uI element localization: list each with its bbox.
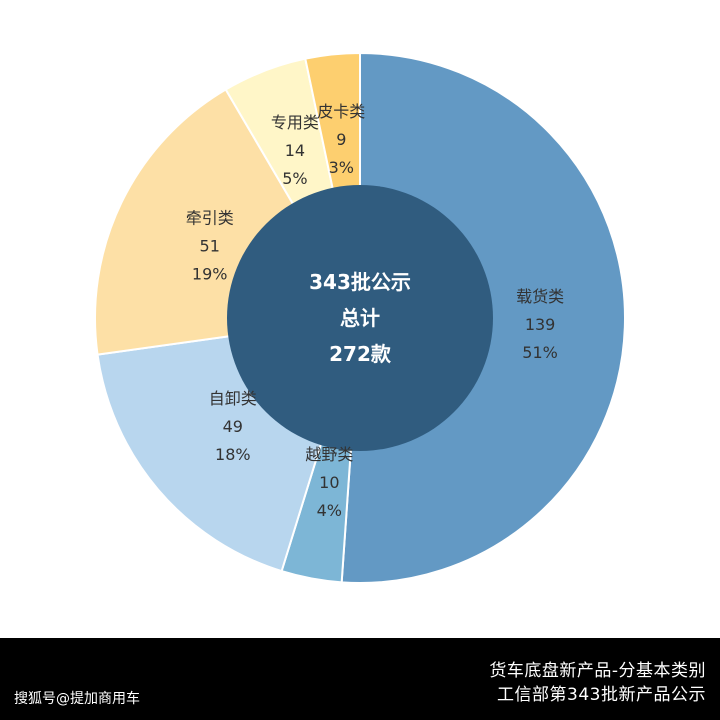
footer-brand: 搜狐号@提加商用车 [14,691,140,707]
slice-category-label: 牵引类 [186,208,234,227]
slice-category-label: 自卸类 [209,389,257,408]
chart-area: 343批公示 总计 272款 载货类 139 51% 越野类 10 4% 自卸类 49 18% 牵引类… [94,51,626,584]
slice-category-label: 越野类 [305,445,353,464]
footer-title-line1: 货车底盘新产品-分基本类别 [489,661,706,681]
slice-value-label: 49 [223,417,243,436]
slice-percent-label: 19% [192,264,228,283]
slice-value-label: 51 [200,236,220,255]
slice-percent-label: 3% [329,158,354,177]
slice-category-label: 皮卡类 [317,102,365,121]
slice-value-label: 10 [319,473,339,492]
slice-percent-label: 18% [215,445,251,464]
center-text-line: 272款 [329,342,392,366]
slice-percent-label: 5% [282,169,307,188]
slice-category-label: 载货类 [516,287,564,306]
slice-percent-label: 51% [522,343,558,362]
slice-value-label: 139 [525,315,556,334]
slice-value-label: 9 [336,130,346,149]
slice-value-label: 14 [285,141,305,160]
center-text-line: 总计 [340,306,380,330]
footer-title-line2: 工信部第343批新产品公示 [497,685,706,705]
slice-percent-label: 4% [317,501,342,520]
footer-bar: 货车底盘新产品-分基本类别 工信部第343批新产品公示 搜狐号@提加商用车 [0,638,720,720]
center-disc [227,185,493,451]
center-text-line: 343批公示 [309,270,411,294]
slice-category-label: 专用类 [271,113,319,132]
